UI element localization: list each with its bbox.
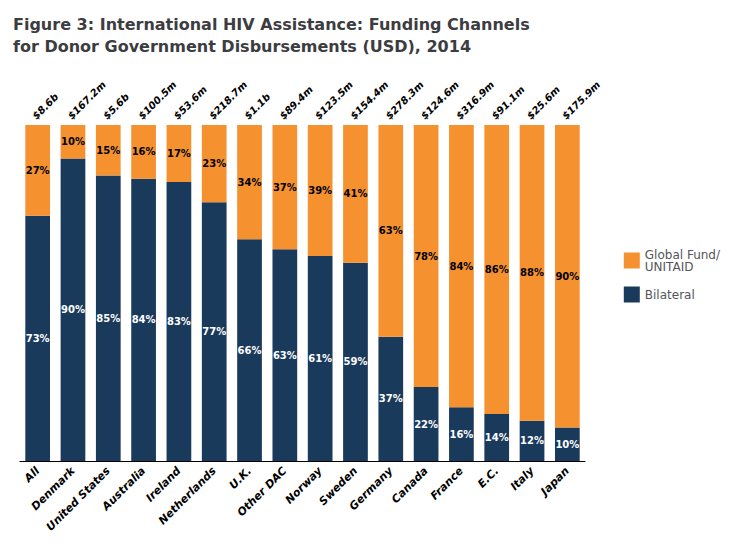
svg-text:$8.6b: $8.6b [30,91,60,121]
svg-text:Bilateral: Bilateral [645,288,695,302]
svg-text:59%: 59% [344,356,368,367]
svg-text:$175.9m: $175.9m [560,79,602,121]
svg-text:17%: 17% [167,148,191,159]
svg-text:$124.6m: $124.6m [418,79,462,122]
svg-text:$89.4m: $89.4m [277,84,314,121]
svg-text:84%: 84% [449,261,473,272]
svg-text:83%: 83% [167,316,191,327]
svg-text:$316.9m: $316.9m [454,79,497,122]
svg-text:27%: 27% [26,165,50,176]
svg-text:All: All [21,464,42,485]
svg-text:Norway: Norway [282,464,325,507]
svg-text:U.K.: U.K. [227,464,254,491]
svg-text:77%: 77% [202,326,226,337]
svg-text:10%: 10% [555,439,579,450]
svg-text:Global Fund/: Global Fund/ [644,247,720,262]
svg-text:$1.1b: $1.1b [242,91,272,121]
svg-text:37%: 37% [273,182,297,193]
svg-text:61%: 61% [308,353,332,364]
svg-text:84%: 84% [132,314,156,325]
svg-text:37%: 37% [379,393,403,404]
svg-text:90%: 90% [61,304,85,315]
svg-text:73%: 73% [26,333,50,344]
svg-text:$5.6b: $5.6b [101,91,131,121]
svg-text:$91.1m: $91.1m [489,84,526,121]
svg-text:UNITAID: UNITAID [645,260,694,274]
svg-text:Sweden: Sweden [316,464,361,508]
svg-text:34%: 34% [238,177,262,188]
svg-text:Figure 3: International HIV As: Figure 3: International HIV Assistance: … [13,15,530,34]
svg-text:$154.4m: $154.4m [348,79,391,122]
svg-text:10%: 10% [61,136,85,147]
svg-text:$167.2m: $167.2m [65,79,108,122]
svg-text:Denmark: Denmark [28,464,78,514]
svg-text:Italy: Italy [508,464,537,493]
svg-text:90%: 90% [555,271,579,282]
svg-text:Australia: Australia [99,464,148,513]
svg-text:$53.6m: $53.6m [171,84,208,121]
svg-text:Ireland: Ireland [143,464,184,505]
svg-text:86%: 86% [485,264,509,275]
svg-text:78%: 78% [414,251,438,262]
svg-text:$100.5m: $100.5m [136,79,179,122]
svg-text:France: France [428,464,467,503]
svg-text:41%: 41% [344,188,368,199]
svg-text:15%: 15% [96,145,120,156]
svg-text:85%: 85% [96,313,120,324]
svg-text:E.C.: E.C. [475,464,501,490]
svg-text:Germany: Germany [347,464,396,513]
svg-text:16%: 16% [132,146,156,157]
svg-text:39%: 39% [308,185,332,196]
svg-text:Other DAC: Other DAC [235,464,290,519]
svg-text:$278.3m: $278.3m [383,79,426,122]
svg-text:22%: 22% [414,419,438,430]
svg-text:$25.6m: $25.6m [525,84,562,121]
svg-text:Japan: Japan [537,464,572,499]
svg-text:66%: 66% [238,345,262,356]
svg-text:16%: 16% [449,429,473,440]
svg-text:United States: United States [44,464,113,533]
svg-text:14%: 14% [485,432,509,443]
svg-text:Canada: Canada [389,464,431,506]
svg-text:88%: 88% [520,267,544,278]
svg-text:for Donor Government Disbursem: for Donor Government Disbursements (USD)… [13,37,471,56]
svg-text:$218.7m: $218.7m [206,79,250,122]
svg-text:12%: 12% [520,435,544,446]
svg-text:23%: 23% [202,158,226,169]
svg-text:63%: 63% [379,225,403,236]
svg-text:$123.5m: $123.5m [312,79,356,122]
svg-text:63%: 63% [273,350,297,361]
svg-text:Netherlands: Netherlands [156,464,219,527]
